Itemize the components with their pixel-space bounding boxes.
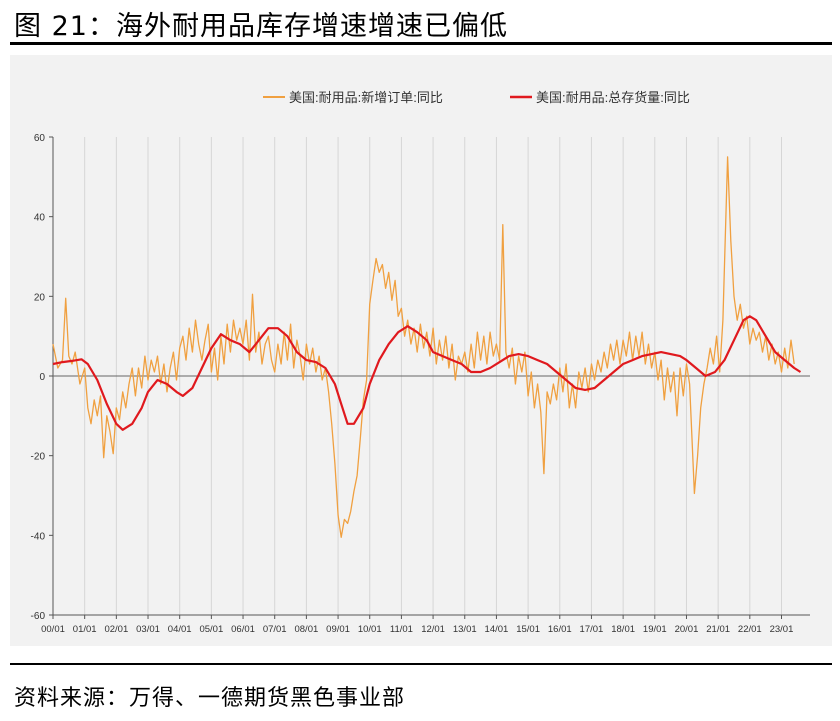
y-tick-label: 0 [39, 372, 45, 383]
legend-label-inventory: 美国:耐用品:总存货量:同比 [536, 90, 690, 105]
legend-label-orders: 美国:耐用品:新增订单:同比 [289, 90, 443, 105]
x-tick-label: 14/01 [485, 624, 509, 635]
x-tick-label: 06/01 [231, 624, 255, 635]
x-tick-label: 15/01 [516, 624, 540, 635]
source-rule [10, 663, 832, 665]
x-tick-label: 09/01 [326, 624, 350, 635]
y-tick-label: -20 [31, 452, 46, 463]
series-line-orders [52, 156, 795, 538]
x-tick-label: 16/01 [548, 624, 572, 635]
x-tick-label: 03/01 [136, 624, 160, 635]
figure-title: 图 21：海外耐用品库存增速增速已偏低 [14, 11, 508, 42]
x-tick-label: 17/01 [580, 624, 604, 635]
x-tick-label: 23/01 [770, 624, 794, 635]
source-note: 资料来源：万得、一德期货黑色事业部 [14, 686, 406, 711]
x-tick-label: 05/01 [199, 624, 223, 635]
x-tick-label: 18/01 [611, 624, 635, 635]
line-chart: 60 40 20 0 -20 -40 -60 00/01 01/01 02/01 03/01 04/0… [31, 90, 810, 635]
x-tick-label: 20/01 [675, 624, 699, 635]
x-tick-label: 08/01 [294, 624, 318, 635]
x-tick-label: 10/01 [358, 624, 382, 635]
x-tick-label: 01/01 [73, 624, 97, 635]
y-tick-label: 60 [34, 133, 46, 144]
x-tick-label: 04/01 [168, 624, 192, 635]
x-tick-label: 22/01 [738, 624, 762, 635]
x-tick-label: 11/01 [390, 624, 413, 635]
title-rule [10, 42, 832, 45]
x-tick-label: 19/01 [643, 624, 667, 635]
y-tick-label: -40 [31, 531, 46, 542]
y-tick-label: -60 [31, 611, 46, 622]
series-line-inventory [52, 315, 802, 431]
x-tick-label: 00/01 [41, 624, 65, 635]
x-tick-label: 13/01 [453, 624, 477, 635]
x-tick-label: 07/01 [263, 624, 287, 635]
y-tick-label: 20 [34, 292, 46, 303]
chart-panel: 60 40 20 0 -20 -40 -60 00/01 01/01 02/01 03/01 04/0… [10, 55, 832, 646]
x-tick-label: 21/01 [706, 624, 730, 635]
x-tick-label: 12/01 [421, 624, 445, 635]
x-tick-label: 02/01 [104, 624, 128, 635]
y-tick-label: 40 [34, 213, 46, 224]
